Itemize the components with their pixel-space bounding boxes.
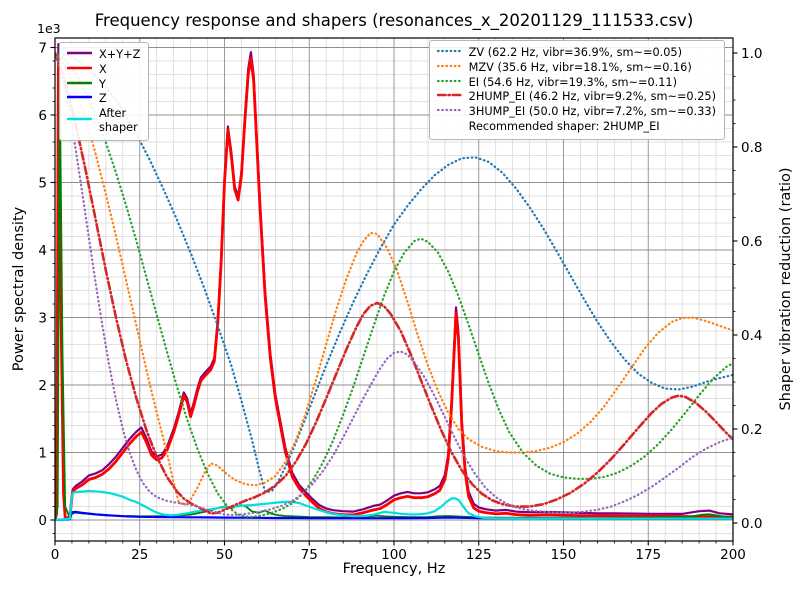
legend-psd-item-0: X+Y+Z xyxy=(66,48,141,62)
legend-line-sample xyxy=(436,79,462,82)
x-tick-label: 175 xyxy=(635,547,661,563)
tick-labels: 0 25 50 75 100 125 150 175 200 0 1 2 3 4 5 6 7 0.0 0.2 0.4 0… xyxy=(38,40,762,563)
legend-label: X xyxy=(99,62,107,76)
legend-key-line xyxy=(436,105,462,119)
legend-shapers-item-4: 3HUMP_EI (50.0 Hz, vibr=7.2%, sm~=0.33) xyxy=(436,105,716,119)
legend-label: 3HUMP_EI (50.0 Hz, vibr=7.2%, sm~=0.33) xyxy=(468,105,716,119)
y-tick-label-right: 0.8 xyxy=(741,140,762,156)
grid-minor xyxy=(55,38,733,541)
legend-key-line xyxy=(436,76,462,90)
series-x xyxy=(55,56,733,522)
series-mzv xyxy=(55,51,733,507)
x-axis-label: Frequency, Hz xyxy=(342,561,446,577)
legend-label: X+Y+Z xyxy=(99,48,141,61)
axis-ticks xyxy=(50,46,738,546)
y-tick-label-left: 7 xyxy=(38,40,47,56)
legend-line-sample xyxy=(436,64,462,67)
y-tick-label-left: 3 xyxy=(38,310,47,326)
legend-psd-item-1: X xyxy=(66,62,140,77)
y-tick-label-left: 6 xyxy=(38,108,47,124)
x-tick-label: 150 xyxy=(551,547,577,563)
series-group xyxy=(55,42,733,522)
legend-label: Z xyxy=(99,92,107,106)
y-tick-label-left: 2 xyxy=(38,378,47,394)
legend-shapers-item-0: ZV (62.2 Hz, vibr=36.9%, sm~=0.05) xyxy=(436,46,716,60)
legend-shapers-item-5: Recommended shaper: 2HUMP_EI xyxy=(437,120,716,134)
x-tick-label: 50 xyxy=(216,547,233,563)
legend-key-line xyxy=(66,48,93,62)
legend-psd-item-4: After shaper xyxy=(66,107,140,135)
legend-line-sample xyxy=(436,49,462,53)
x-tick-label: 125 xyxy=(466,547,492,563)
legend-key-line xyxy=(66,63,93,77)
legend-key-line xyxy=(66,114,93,128)
legend-shapers-item-1: MZV (35.6 Hz, vibr=18.1%, sm~=0.16) xyxy=(436,60,716,75)
legend-line-sample xyxy=(66,66,93,70)
y-tick-label-right: 0.4 xyxy=(741,328,762,344)
legend-psd-item-2: Y xyxy=(66,77,140,92)
legend-shapers-item-2: EI (54.6 Hz, vibr=19.3%, sm~=0.11) xyxy=(436,75,716,90)
legend-label: MZV (35.6 Hz, vibr=18.1%, sm~=0.16) xyxy=(468,60,692,74)
y-tick-label-left: 5 xyxy=(38,175,47,191)
legend-key-line xyxy=(436,61,462,75)
x-tick-label: 0 xyxy=(51,547,60,563)
legend-label: Recommended shaper: 2HUMP_EI xyxy=(468,119,660,133)
x-tick-label: 75 xyxy=(301,547,318,563)
y-axis-offset-text: 1e3 xyxy=(37,21,61,36)
legend-line-sample xyxy=(66,96,93,99)
y-axis-label-right: Shaper vibration reduction (ratio) xyxy=(778,167,794,411)
legend-key-spacer xyxy=(437,122,462,132)
series-two_hump_ei xyxy=(55,51,733,515)
legend-key-line xyxy=(436,46,462,60)
legend-label: ZV (62.2 Hz, vibr=36.9%, sm~=0.05) xyxy=(468,46,683,59)
legend-line-sample xyxy=(436,94,462,97)
legend-key-line xyxy=(66,92,93,106)
y-tick-label-right: 1.0 xyxy=(741,46,762,62)
series-zv xyxy=(55,51,733,494)
legend-line-sample xyxy=(66,81,93,84)
y-tick-label-left: 4 xyxy=(38,243,47,259)
x-tick-label: 25 xyxy=(131,547,148,563)
legend-shapers: ZV (62.2 Hz, vibr=36.9%, sm~=0.05) MZV (3… xyxy=(428,40,725,140)
chart-title: Frequency response and shapers (resonanc… xyxy=(94,11,694,30)
legend-line-sample xyxy=(66,51,93,55)
legend-label: After shaper xyxy=(99,107,138,134)
y-tick-label-right: 0.0 xyxy=(741,516,762,532)
y-tick-label-right: 0.2 xyxy=(741,422,762,438)
series-three_hump_ei xyxy=(55,51,733,517)
x-tick-label: 100 xyxy=(381,547,407,563)
x-tick-label: 200 xyxy=(720,547,746,563)
series-after_shaper xyxy=(55,489,733,522)
series-ei xyxy=(55,51,733,519)
legend-psd-item-3: Z xyxy=(66,92,140,106)
legend-shapers-item-3: 2HUMP_EI (46.2 Hz, vibr=9.2%, sm~=0.25) xyxy=(436,90,716,104)
legend-psd: X+Y+Z X Y Z After shaper xyxy=(59,42,150,141)
y-tick-label-left: 0 xyxy=(38,513,47,529)
y-tick-label-right: 0.6 xyxy=(741,234,762,250)
legend-key-line xyxy=(66,78,93,92)
legend-key-line xyxy=(436,90,462,104)
legend-label: 2HUMP_EI (46.2 Hz, vibr=9.2%, sm~=0.25) xyxy=(468,90,716,104)
legend-line-sample xyxy=(66,117,93,121)
y-tick-label-left: 1 xyxy=(38,445,47,461)
y-axis-label-left: Power spectral density xyxy=(11,206,27,372)
legend-label: Y xyxy=(99,77,106,91)
legend-label: EI (54.6 Hz, vibr=19.3%, sm~=0.11) xyxy=(468,75,678,89)
legend-line-sample xyxy=(436,109,462,112)
